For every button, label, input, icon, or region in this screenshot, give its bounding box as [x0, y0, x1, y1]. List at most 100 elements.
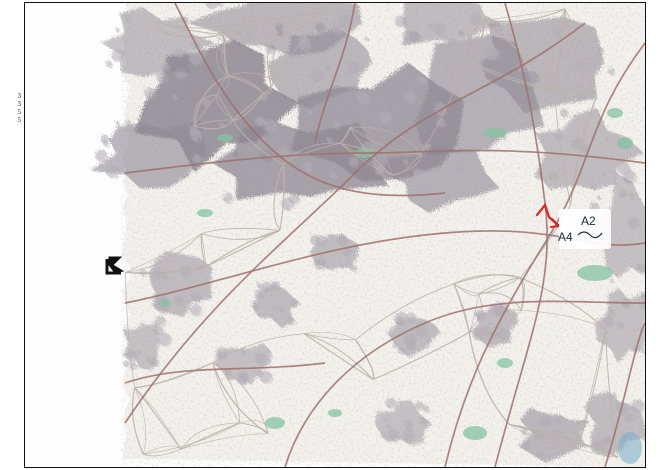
minor-road — [134, 387, 182, 450]
minor-road — [303, 333, 374, 380]
minor-road — [468, 293, 480, 333]
urban-speck — [601, 171, 607, 177]
urban-speck — [156, 71, 168, 84]
urban-speck — [502, 135, 507, 140]
urban-speck — [111, 49, 124, 62]
major-road — [604, 322, 645, 467]
minor-road — [212, 333, 305, 364]
minor-road — [201, 229, 281, 240]
minor-road — [239, 422, 269, 434]
urban-speck — [603, 437, 612, 446]
green-patch — [483, 128, 507, 138]
minor-road — [349, 126, 422, 154]
urban-speck — [235, 29, 242, 36]
urban-speck — [398, 347, 406, 355]
urban-speck — [618, 189, 628, 199]
minor-road — [605, 329, 619, 458]
map-frame[interactable]: A2 A4 — [24, 2, 646, 468]
urban-speck — [392, 343, 398, 349]
minor-road — [224, 36, 277, 43]
urban-speck — [436, 118, 446, 128]
minor-road — [577, 445, 619, 458]
urban-speck — [174, 295, 184, 306]
urban-speck — [279, 147, 290, 157]
urban-speck — [386, 424, 391, 430]
minor-road — [193, 94, 217, 127]
urban-speck — [394, 15, 407, 28]
minor-road — [577, 329, 607, 449]
urban-speck — [103, 140, 110, 147]
urban-speck — [256, 370, 263, 377]
urban-speck — [529, 407, 536, 414]
major-road — [124, 149, 645, 174]
urban-speck — [272, 305, 278, 311]
urban-speck — [617, 162, 631, 175]
urban-speck — [402, 159, 409, 165]
urban-speck — [106, 165, 120, 179]
green-patch — [577, 265, 613, 281]
urban-speck — [95, 149, 108, 162]
urban-speck — [333, 122, 341, 130]
urban-speck — [521, 428, 529, 436]
urban-speck — [617, 322, 625, 329]
urban-speck — [173, 48, 184, 58]
minor-road — [554, 90, 572, 205]
urban-speck — [521, 441, 531, 451]
urban-speck — [607, 68, 616, 76]
minor-road — [167, 33, 221, 39]
urban-speck — [536, 450, 545, 460]
minor-road — [220, 33, 227, 42]
urban-speck — [616, 402, 629, 415]
urban-speck — [261, 281, 273, 293]
urban-speck — [406, 312, 416, 323]
green-patch — [197, 209, 213, 217]
minor-road — [482, 8, 566, 21]
minor-road — [464, 58, 555, 92]
minor-road — [355, 339, 375, 380]
minor-road — [134, 362, 214, 389]
urban-speck — [126, 350, 138, 362]
urban-speck — [421, 77, 428, 84]
urban-speck — [590, 183, 597, 190]
urban-speck — [201, 98, 211, 107]
green-patch — [217, 134, 233, 142]
urban-speck — [348, 157, 359, 168]
minor-road — [131, 387, 144, 455]
minor-road — [282, 142, 341, 165]
urban-speck — [123, 360, 130, 368]
minor-road — [143, 448, 182, 457]
urban-speck — [222, 192, 234, 204]
urban-speck — [605, 307, 616, 317]
minor-road — [268, 11, 326, 78]
urban-speck — [205, 3, 218, 10]
urban-speck — [313, 258, 326, 270]
urban-speck — [380, 432, 388, 439]
minor-road — [228, 72, 270, 79]
minor-road — [193, 75, 229, 127]
urban-speck — [394, 315, 404, 325]
minor-road — [125, 272, 136, 388]
urban-speck — [427, 23, 434, 30]
label-a4: A4 — [558, 230, 573, 244]
minor-road — [509, 424, 579, 450]
minor-road — [303, 332, 356, 341]
scan-margin — [25, 3, 123, 467]
urban-speck — [453, 164, 463, 173]
minor-road — [464, 20, 485, 60]
urban-speck — [161, 62, 170, 71]
urban-speck — [239, 349, 247, 356]
minor-road — [420, 58, 466, 154]
urban-speck — [642, 350, 645, 355]
minor-road — [267, 36, 277, 78]
minor-road — [276, 10, 326, 38]
urban-speck — [419, 417, 428, 426]
urban-speck — [413, 168, 423, 178]
topographic-map[interactable]: A2 A4 — [25, 3, 645, 467]
urban-speck — [631, 399, 645, 413]
white-label-patch — [559, 209, 611, 249]
urban-speck — [191, 291, 202, 303]
minor-road — [453, 274, 521, 285]
minor-road — [349, 126, 393, 176]
urban-speck — [189, 51, 204, 65]
minor-road — [554, 8, 566, 91]
